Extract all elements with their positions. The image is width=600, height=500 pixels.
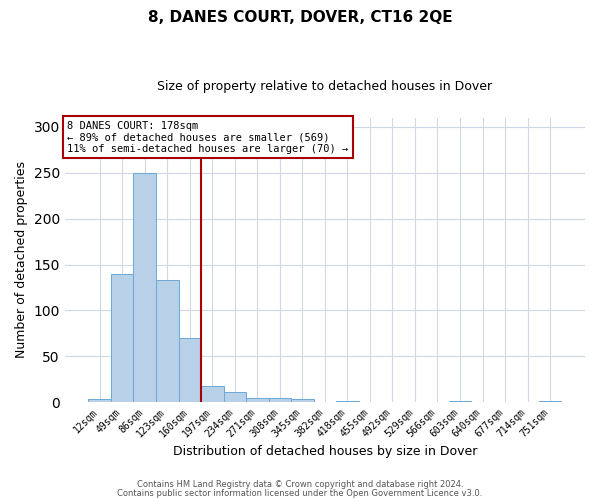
Bar <box>291 400 314 402</box>
Bar <box>201 386 224 402</box>
Bar <box>269 398 291 402</box>
Bar <box>156 280 179 402</box>
Y-axis label: Number of detached properties: Number of detached properties <box>15 162 28 358</box>
Text: Contains HM Land Registry data © Crown copyright and database right 2024.: Contains HM Land Registry data © Crown c… <box>137 480 463 489</box>
Bar <box>224 392 246 402</box>
Title: Size of property relative to detached houses in Dover: Size of property relative to detached ho… <box>157 80 493 93</box>
Text: 8, DANES COURT, DOVER, CT16 2QE: 8, DANES COURT, DOVER, CT16 2QE <box>148 10 452 25</box>
Bar <box>539 401 562 402</box>
Text: 8 DANES COURT: 178sqm
← 89% of detached houses are smaller (569)
11% of semi-det: 8 DANES COURT: 178sqm ← 89% of detached … <box>67 120 349 154</box>
Text: Contains public sector information licensed under the Open Government Licence v3: Contains public sector information licen… <box>118 488 482 498</box>
Bar <box>111 274 133 402</box>
Bar <box>88 400 111 402</box>
Bar <box>179 338 201 402</box>
Bar <box>449 401 471 402</box>
Bar <box>336 401 359 402</box>
Bar <box>133 173 156 402</box>
Bar <box>246 398 269 402</box>
X-axis label: Distribution of detached houses by size in Dover: Distribution of detached houses by size … <box>173 444 477 458</box>
